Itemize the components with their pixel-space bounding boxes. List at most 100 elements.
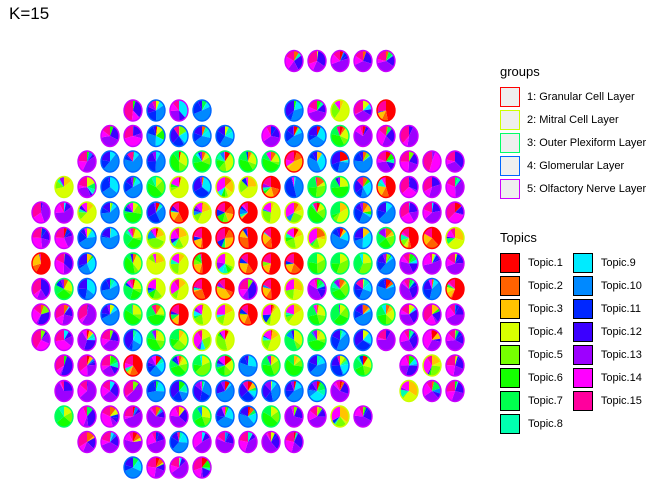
pie-slice	[340, 355, 346, 366]
spot-pie	[284, 430, 304, 454]
pie-slice	[215, 304, 225, 315]
pie-slice	[171, 357, 179, 366]
topic-legend-key	[572, 367, 593, 388]
topic-legend-item: Topic.12	[572, 320, 642, 343]
pie-slice	[202, 152, 211, 162]
spot-outline	[261, 328, 281, 352]
pie-slice	[110, 125, 114, 136]
pie-slice	[264, 238, 273, 249]
pie-slice	[218, 331, 225, 340]
spot-pie	[330, 354, 350, 377]
spot-pie	[284, 201, 304, 224]
pie-slice	[333, 381, 340, 391]
pie-slice	[286, 161, 294, 169]
spot-pie	[238, 379, 258, 403]
pie-slice	[179, 383, 188, 392]
spot-outline	[238, 354, 258, 377]
spot-pie	[238, 201, 258, 224]
spot-outline	[146, 226, 166, 250]
pie-slice	[200, 340, 206, 351]
pie-slice	[151, 227, 156, 238]
pie-slice	[386, 235, 395, 247]
spot-outline	[215, 150, 235, 173]
pie-slice	[64, 289, 73, 296]
pie-slice	[446, 159, 455, 165]
spot-pie	[192, 201, 212, 224]
pie-slice	[202, 102, 211, 111]
pie-slice	[147, 126, 156, 136]
spot-outline	[261, 303, 281, 326]
spot-pie	[123, 226, 143, 250]
pie-slice	[87, 229, 93, 238]
spot-pie	[77, 175, 97, 199]
pie-slice	[193, 364, 202, 373]
pie-slice	[101, 227, 110, 238]
pie-slice	[248, 355, 249, 366]
pie-slice	[432, 253, 436, 264]
pie-slice	[133, 100, 136, 111]
spot-pie	[376, 124, 396, 148]
pie-slice	[382, 253, 386, 264]
pie-slice	[123, 154, 142, 172]
topic-legend-key	[572, 344, 593, 365]
pie-slice	[240, 212, 248, 220]
pie-slice	[377, 209, 386, 220]
pie-slice	[202, 202, 204, 213]
spot-outline	[238, 252, 258, 275]
spot-pie	[353, 252, 373, 275]
pie-slice	[285, 159, 294, 167]
pie-slice	[156, 381, 165, 392]
pie-slice	[446, 238, 455, 245]
pie-slice	[172, 340, 187, 351]
pie-slice	[409, 278, 414, 289]
pie-slice	[241, 212, 248, 220]
spot-pie	[100, 150, 120, 173]
pie-slice	[317, 151, 323, 162]
spot-outline	[215, 354, 235, 377]
pie-slice	[156, 457, 160, 468]
pie-slice	[179, 136, 186, 145]
pie-slice	[193, 278, 202, 289]
pie-slice	[126, 253, 133, 264]
topic-legend-label: Topic.10	[600, 279, 642, 292]
pie-slice	[129, 365, 139, 376]
pie-slice	[336, 125, 340, 136]
pie-slice	[101, 234, 110, 238]
pie-slice	[262, 253, 271, 264]
pie-slice	[131, 110, 140, 121]
pie-slice	[170, 183, 179, 187]
pie-slice	[79, 236, 97, 249]
spot-pie	[31, 277, 51, 301]
pie-slice	[331, 355, 340, 366]
pie-slice	[358, 151, 363, 162]
pie-slice	[248, 409, 257, 417]
pie-slice	[179, 391, 188, 401]
spot-pie	[330, 124, 350, 148]
pie-slice	[455, 176, 462, 187]
spot-pie	[169, 226, 189, 250]
pie-slice	[156, 100, 160, 111]
pie-slice	[377, 329, 386, 340]
pie-slice	[193, 235, 202, 238]
spot-pie	[261, 150, 281, 173]
spot-outline	[261, 150, 281, 173]
pie-slice	[179, 110, 186, 121]
pie-slice	[447, 281, 455, 289]
pie-slice	[179, 431, 180, 442]
pie-slice	[110, 355, 111, 366]
spot-outline	[353, 303, 373, 326]
topic-legend-label: Topic.8	[528, 417, 563, 430]
spot-pie	[399, 150, 419, 173]
pie-slice	[405, 365, 418, 377]
spot-outline	[330, 252, 350, 275]
spot-outline	[261, 175, 281, 199]
pie-slice	[174, 238, 184, 249]
spot-pie	[192, 175, 212, 199]
topic-legend-key	[572, 275, 593, 296]
pie-slice	[294, 359, 303, 367]
pie-slice	[262, 187, 271, 195]
pie-slice	[156, 125, 158, 136]
pie-slice	[354, 415, 372, 427]
pie-slice	[130, 176, 133, 187]
spot-outline	[284, 379, 304, 403]
